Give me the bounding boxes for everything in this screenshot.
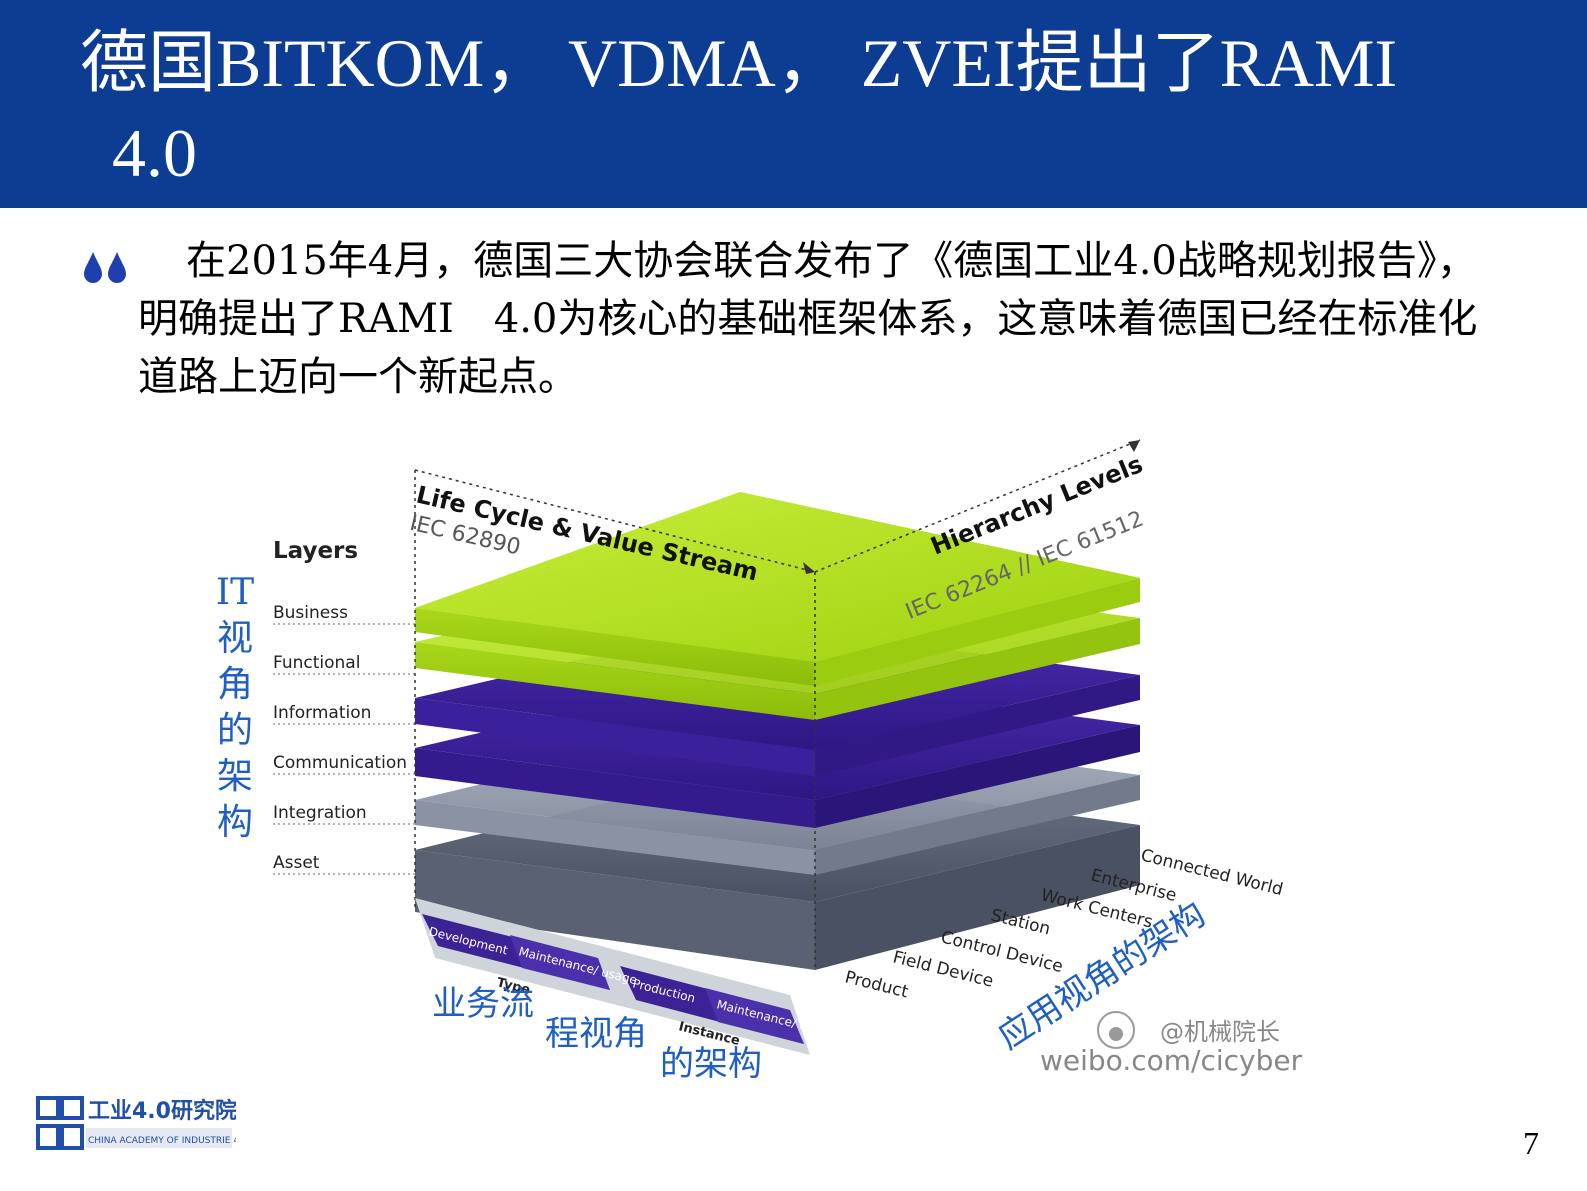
hierarchy-title: Hierarchy Levels — [927, 450, 1147, 561]
title-line-1: 德国BITKOM， VDMA， ZVEI提出了RAMI — [80, 25, 1398, 101]
title-bar: 德国BITKOM， VDMA， ZVEI提出了RAMI 4.0 模型，指明了工业… — [0, 0, 1587, 208]
layer-label-integration: Integration — [273, 803, 367, 823]
org-logo: 工业4.0研究院 CHINA ACADEMY OF INDUSTRIE 4.0 — [36, 1092, 248, 1156]
rami-cube-svg: Life Cycle & Value Stream IEC 62890 Hier… — [273, 439, 1303, 1084]
watermark-handle: @机械院长 — [1160, 1018, 1280, 1046]
axis-arrow-lifecycle — [803, 562, 815, 574]
logo-subtitle: CHINA ACADEMY OF INDUSTRIE 4.0 — [88, 1136, 236, 1146]
business-view-annotation: 业务流 程视角 的架构 — [432, 984, 762, 1084]
logo-svg: 工业4.0研究院 CHINA ACADEMY OF INDUSTRIE 4.0 — [36, 1096, 248, 1150]
business-annotation-line-3: 的架构 — [660, 1044, 762, 1084]
layer-label-functional: Functional — [273, 653, 360, 673]
layer-label-communication: Communication — [273, 753, 407, 773]
layer-labels: Business Functional Information Communic… — [273, 603, 407, 873]
layer-label-business: Business — [273, 603, 348, 623]
it-view-annotation: IT 视 角 的 架 构 — [213, 570, 257, 846]
it-annotation-char: 构 — [216, 802, 253, 843]
it-annotation-char: 角 — [216, 664, 253, 705]
axis-arrow-hierarchy — [1128, 440, 1140, 452]
it-annotation-char: 的 — [216, 710, 253, 751]
title-line-2: 4.0 — [112, 115, 197, 191]
logo-name: 工业4.0研究院 — [88, 1098, 236, 1124]
layer-label-asset: Asset — [273, 853, 320, 873]
weibo-watermark: @机械院长 weibo.com/cicyber — [1040, 1011, 1303, 1077]
lifecycle-strip: Development Maintenance/ usage Productio… — [415, 898, 836, 1055]
rami-diagram: Life Cycle & Value Stream IEC 62890 Hier… — [200, 430, 1320, 1090]
layer-leader-lines — [273, 623, 415, 875]
it-annotation-char: 视 — [216, 618, 253, 659]
layers-title: Layers — [273, 538, 358, 564]
it-annotation-char: IT — [215, 572, 255, 613]
logo-mark-icon — [36, 1096, 84, 1150]
double-drop-icon — [84, 252, 126, 283]
slide-title: 德国BITKOM， VDMA， ZVEI提出了RAMI 4.0 模型，指明了工业… — [80, 18, 1520, 208]
business-annotation-line-2: 程视角 — [545, 1014, 647, 1054]
axis-lines — [414, 439, 1141, 970]
bullet-text: 在2015年4月，德国三大协会联合发布了《德国工业4.0战略规划报告》，明确提出… — [138, 238, 1478, 400]
layer-label-information: Information — [273, 703, 371, 723]
business-annotation-line-1: 业务流 — [432, 984, 534, 1024]
it-annotation-char: 架 — [216, 756, 253, 797]
page-number: 7 — [1523, 1125, 1539, 1161]
watermark-url: weibo.com/cicyber — [1040, 1044, 1303, 1077]
layer-slab-business — [415, 492, 1140, 686]
level-product: Product — [843, 967, 911, 1002]
title-line-3: 模型，指明了工业4.0的基础框架体系 — [80, 198, 1520, 208]
